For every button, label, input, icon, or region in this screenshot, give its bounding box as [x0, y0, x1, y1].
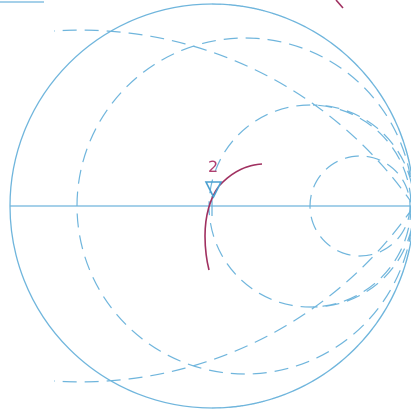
measurement-trace — [204, 163, 263, 271]
resistance-circle-3 — [309, 155, 411, 257]
marker-2-label: 2 — [208, 157, 218, 176]
reactance-arc-0-5-positive — [53, 29, 411, 203]
reactance-arc-1-negative — [211, 236, 411, 409]
reactance-arc-2-negative — [312, 227, 411, 308]
reactance-arc-0-5-negative — [53, 209, 411, 383]
reactance-arc-2-positive — [312, 104, 411, 185]
top-artifact-right — [335, 0, 344, 9]
marker-2-triangle[interactable] — [204, 181, 223, 199]
reactance-arc-1-positive — [211, 3, 411, 176]
